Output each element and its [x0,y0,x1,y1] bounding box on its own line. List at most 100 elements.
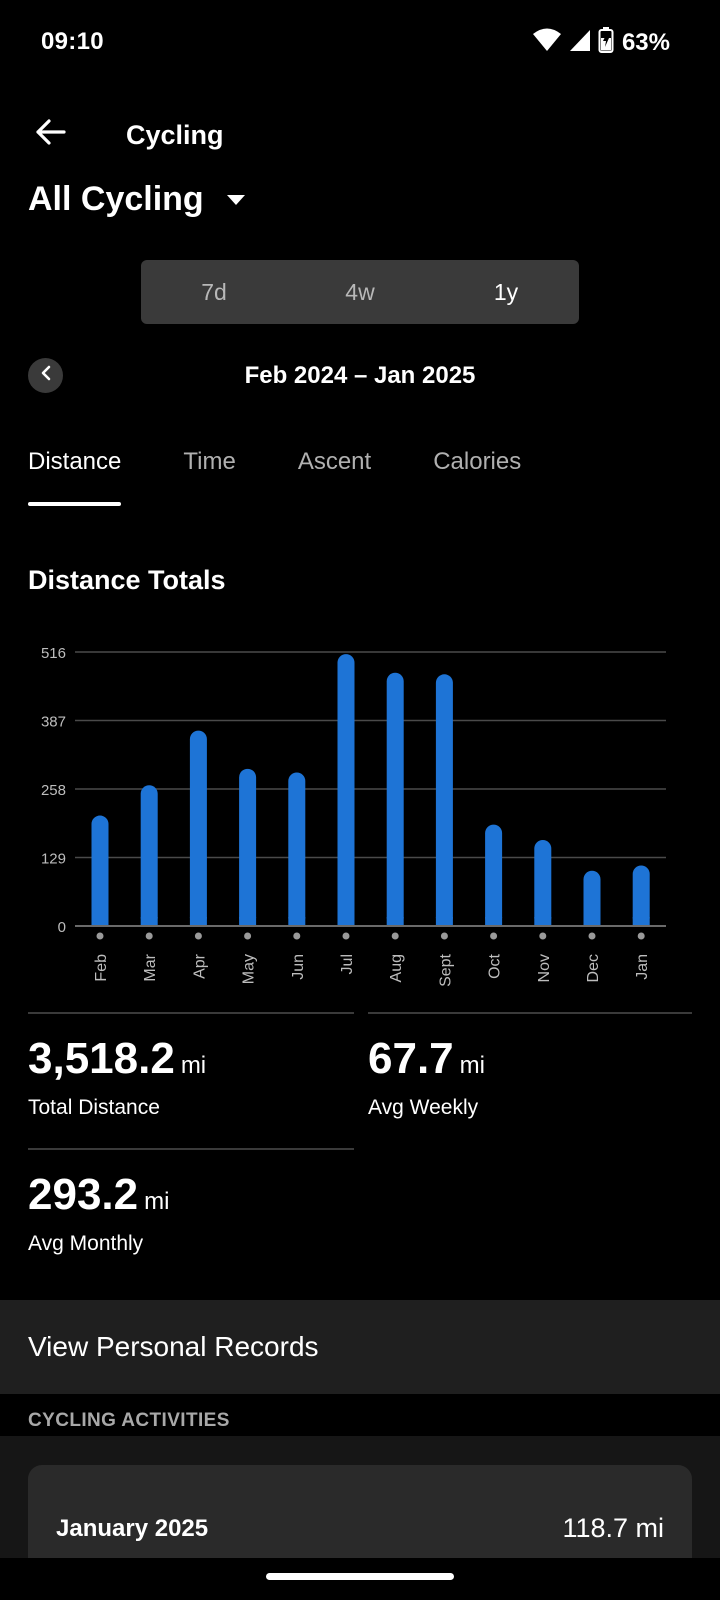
distance-chart: 0 129 258 387 516 Feb Mar Apr May Jun Jul Aug Sept Oc… [0,620,720,1000]
activity-type-label: All Cycling [28,180,204,218]
stat-value: 3,518.2 [28,1034,175,1083]
battery-percent: 63% [621,28,670,56]
arrow-left-icon [34,118,66,151]
stat-label: Total Distance [28,1096,160,1119]
bar-base [583,917,601,926]
caret-down-icon [226,193,246,211]
bar-base [435,917,453,926]
x-tick-label: Apr [191,953,208,979]
y-tick-label: 129 [41,851,66,868]
stat-unit: mi [180,1052,207,1079]
bar-base [337,917,355,926]
stat-value: 67.7 [368,1034,454,1083]
x-tick-label: Dec [585,954,602,982]
tab-distance[interactable]: Distance [28,440,122,506]
x-tick-dot [391,932,399,940]
stat-value: 293.2 [28,1170,139,1219]
stat-avg-weekly: 67.7 mi Avg Weekly [368,1034,485,1120]
chart-title: Distance Totals [28,565,226,595]
bar-jan [632,865,650,926]
bar-base [91,917,109,926]
battery-charging-icon [598,26,614,59]
bar-base [534,917,552,926]
x-tick-dot [96,932,104,940]
x-tick-dot [637,932,645,940]
y-tick-label: 516 [41,645,66,662]
y-tick-label: 0 [58,919,66,936]
bar-feb [91,815,109,926]
range-selector: 7d 4w 1y [141,260,579,324]
page-title: Cycling [126,120,224,150]
period-label: Feb 2024 – Jan 2025 [244,362,476,389]
system-nav-bar [0,1558,720,1600]
x-tick-label: Oct [487,953,504,978]
period-row: Feb 2024 – Jan 2025 [0,356,720,396]
x-tick-dot [194,932,202,940]
x-tick-dot [440,932,448,940]
bar-sept [435,674,453,926]
stats-divider [368,1012,692,1014]
stat-total-distance: 3,518.2 mi Total Distance [28,1034,206,1120]
signal-icon [568,27,592,58]
y-tick-label: 387 [41,714,66,731]
stat-unit: mi [144,1188,170,1215]
back-button[interactable] [26,110,74,158]
bar-base [485,917,503,926]
stat-label: Avg Monthly [28,1232,144,1255]
activity-type-dropdown[interactable]: All Cycling [28,180,246,219]
home-indicator[interactable] [266,1573,454,1580]
x-tick-dot [244,932,252,940]
records-label: View Personal Records [28,1331,319,1362]
stat-avg-monthly: 293.2 mi Avg Monthly [28,1170,169,1256]
x-tick-dot [293,932,301,940]
activities-section-header: CYCLING ACTIVITIES [28,1410,230,1431]
wifi-icon [532,27,562,58]
x-tick-label: Aug [388,954,405,982]
bar-base [239,917,257,926]
x-tick-label: Feb [93,954,110,982]
bar-jun [288,772,306,926]
bar-base [288,917,306,926]
bar-base [632,917,650,926]
x-tick-label: Jul [339,954,356,974]
bar-jul [337,654,355,926]
bar-may [239,768,257,926]
month-distance: 118.7 mi [562,1513,664,1543]
metric-tabs: Distance Time Ascent Calories [28,440,583,506]
app-bar: Cycling [0,100,720,170]
y-tick-label: 258 [41,782,66,799]
previous-period-button[interactable] [28,358,63,393]
x-tick-label: Jan [634,954,651,980]
tab-calories[interactable]: Calories [433,448,522,475]
bar-dec [583,870,601,926]
bar-base [189,917,207,926]
tab-ascent[interactable]: Ascent [297,448,372,475]
x-tick-label: Nov [536,954,553,982]
bar-oct [485,824,503,926]
stats-divider [28,1148,354,1150]
x-tick-dot [588,932,596,940]
tab-time[interactable]: Time [183,448,236,475]
x-tick-label: May [241,954,258,984]
x-tick-dot [490,932,498,940]
bar-mar [140,785,158,926]
status-bar: 09:10 63% [0,0,720,84]
stat-label: Avg Weekly [368,1096,479,1119]
range-option-7d[interactable]: 7d [201,278,227,305]
view-personal-records-button[interactable]: View Personal Records [0,1300,720,1394]
bar-base [140,917,158,926]
range-option-1y[interactable]: 1y [493,278,519,305]
bar-apr [189,730,207,926]
x-tick-label: Sept [437,953,454,986]
month-title: January 2025 [56,1515,209,1542]
x-tick-dot [145,932,153,940]
status-icons: 63% [532,26,670,59]
bar-nov [534,839,552,926]
chevron-left-icon [40,365,52,386]
bar-aug [386,672,404,926]
stats-divider [28,1012,354,1014]
bar-base [386,917,404,926]
x-tick-label: Jun [290,954,307,980]
stat-unit: mi [459,1052,485,1079]
range-option-4w[interactable]: 4w [345,278,375,305]
